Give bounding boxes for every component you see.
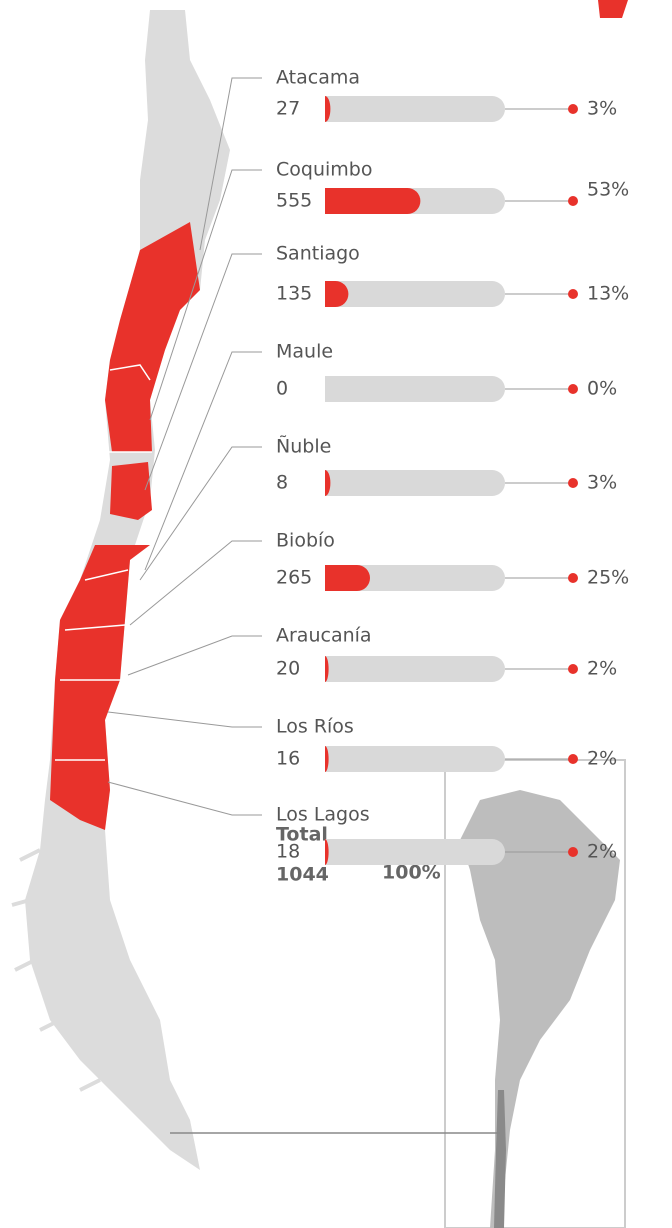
bar (325, 746, 329, 772)
share-label: 3% (587, 98, 617, 120)
share-label: 53% (587, 179, 629, 201)
leader-line (127, 635, 262, 676)
bar (325, 565, 370, 591)
share-label: 3% (587, 472, 617, 494)
leader-line (149, 169, 262, 421)
leader-line (199, 77, 262, 251)
bar-track-left (325, 656, 351, 682)
region-name: Atacama (276, 67, 360, 89)
share-dot (568, 196, 578, 206)
bar-track (325, 281, 505, 307)
share-dot (568, 384, 578, 394)
share-label: 2% (587, 841, 617, 863)
bar-track (325, 96, 505, 122)
region-name: Ñuble (276, 435, 331, 458)
leader-line (144, 253, 262, 491)
bar (325, 839, 329, 865)
bar (325, 96, 331, 122)
bar-track (325, 839, 505, 865)
region-name: Araucanía (276, 625, 372, 647)
share-dot (568, 847, 578, 857)
bar (325, 281, 349, 307)
total-value: 1044 (276, 864, 329, 886)
bar-track (325, 565, 505, 591)
leader-line (107, 711, 262, 728)
region-count: 555 (276, 190, 312, 212)
corner-mark (598, 0, 628, 18)
share-dot (568, 289, 578, 299)
region-name: Maule (276, 341, 333, 363)
region-name: Los Ríos (276, 716, 354, 738)
bar (325, 470, 331, 496)
bar-track (325, 746, 505, 772)
leader-line (144, 351, 262, 571)
inset-map (170, 759, 626, 1228)
share-dot (568, 104, 578, 114)
region-count: 16 (276, 748, 300, 770)
share-label: 2% (587, 748, 617, 770)
bar-track (325, 376, 505, 402)
bar-track-left (325, 746, 351, 772)
region-count: 20 (276, 658, 300, 680)
leader-line (139, 446, 262, 581)
region-name: Biobío (276, 530, 335, 552)
share-label: 0% (587, 378, 617, 400)
share-label: 13% (587, 283, 629, 305)
chile-map (11, 10, 230, 1170)
region-count: 27 (276, 98, 300, 120)
region-name: Los Lagos (276, 804, 370, 826)
share-label: 25% (587, 567, 629, 589)
share-dot (568, 478, 578, 488)
region-count: 265 (276, 567, 312, 589)
bar-track-left (325, 839, 351, 865)
region-count: 8 (276, 472, 288, 494)
total-share: 100% (382, 862, 441, 884)
share-dot (568, 754, 578, 764)
region-name: Coquimbo (276, 159, 372, 181)
bar (325, 656, 329, 682)
leader-line (129, 540, 262, 626)
share-dot (568, 573, 578, 583)
bar-track (325, 656, 505, 682)
region-name: Santiago (276, 243, 360, 265)
share-dot (568, 664, 578, 674)
region-count: 135 (276, 283, 312, 305)
leader-line (107, 781, 262, 816)
region-count: 0 (276, 378, 288, 400)
total-label: Total (276, 824, 328, 846)
bar-track (325, 470, 505, 496)
share-label: 2% (587, 658, 617, 680)
bar-track-left (325, 376, 351, 402)
region-count: 18 (276, 841, 300, 863)
bar (325, 188, 421, 214)
